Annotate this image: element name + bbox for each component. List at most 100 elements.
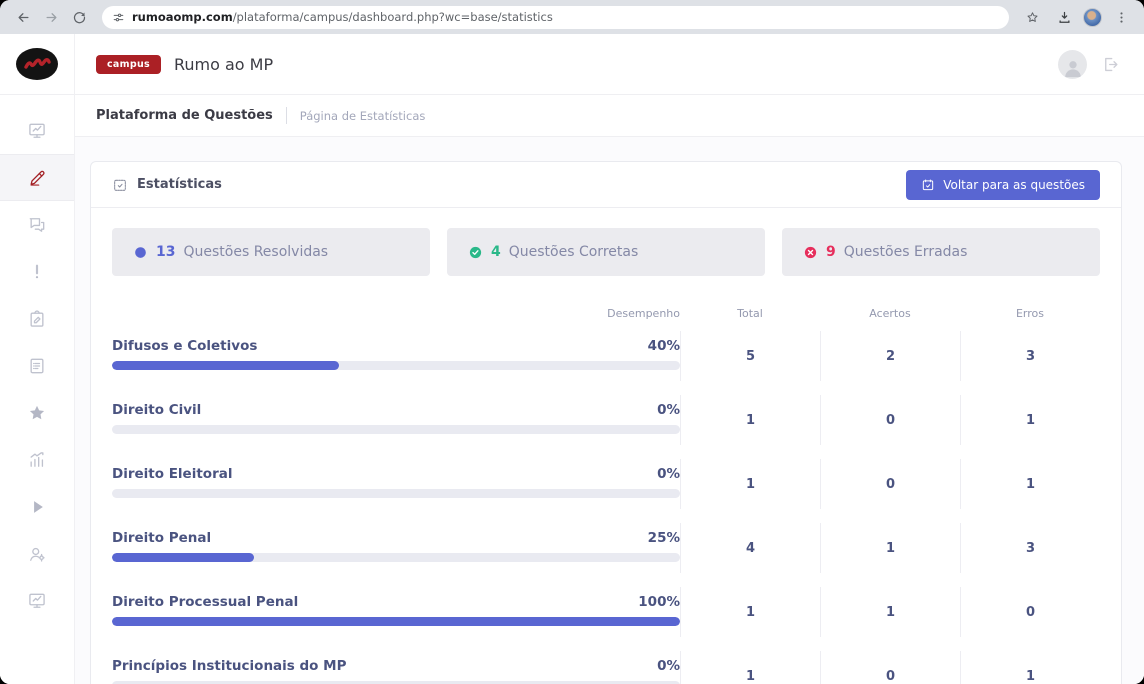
breadcrumb: Plataforma de Questões Página de Estatís…: [75, 95, 1144, 137]
play-icon: [34, 500, 43, 513]
sidebar-item-statistics[interactable]: [0, 436, 74, 483]
acertos-value: 1: [885, 540, 896, 556]
col-desempenho: Desempenho: [607, 307, 680, 320]
acertos-cell: 1: [820, 523, 960, 573]
progress-bar-track: [112, 489, 680, 498]
sidebar-item-notices[interactable]: [0, 248, 74, 295]
resolved-label: Questões Resolvidas: [183, 244, 329, 260]
star-icon: [1027, 11, 1037, 22]
download-button[interactable]: [1051, 4, 1077, 30]
dot-circle-icon: [135, 246, 146, 258]
table-row: Direito Eleitoral 0% 1 0 1: [112, 453, 1100, 517]
subject-block: Direito Eleitoral 0%: [112, 453, 680, 517]
summary-resolved: 13 Questões Resolvidas: [112, 228, 430, 276]
performance-value: 0%: [657, 402, 680, 418]
back-button[interactable]: [10, 4, 36, 30]
card-body: 13 Questões Resolvidas 4 Questões Corret…: [91, 208, 1121, 684]
person-icon: [1064, 60, 1081, 77]
erros-value: 0: [1025, 604, 1036, 620]
erros-value: 3: [1025, 540, 1036, 556]
progress-bar-track: [112, 553, 680, 562]
reload-button[interactable]: [66, 4, 92, 30]
sidebar-item-dashboard[interactable]: [0, 107, 74, 154]
sidebar-item-monitor[interactable]: [0, 577, 74, 624]
erros-cell: 1: [960, 651, 1100, 684]
table-header: Desempenho Total Acertos Erros: [112, 302, 1100, 321]
user-avatar[interactable]: [1058, 49, 1087, 79]
document-list-icon: [30, 358, 44, 373]
subject-name: Princípios Institucionais do MP: [112, 658, 347, 674]
wrong-label: Questões Erradas: [843, 244, 968, 260]
forward-arrow-icon: [46, 12, 56, 22]
erros-cell: 1: [960, 459, 1100, 509]
total-value: 4: [745, 540, 756, 556]
breadcrumb-primary[interactable]: Plataforma de Questões: [96, 108, 273, 123]
table-row: Princípios Institucionais do MP 0% 1 0 1: [112, 645, 1100, 684]
total-cell: 4: [680, 523, 820, 573]
summary-row: 13 Questões Resolvidas 4 Questões Corret…: [112, 228, 1100, 276]
sidebar-item-comments[interactable]: [0, 201, 74, 248]
calendar-check-icon: [114, 179, 126, 191]
stats-table-body: Difusos e Coletivos 40% 5 2 3 Direito Ci…: [112, 325, 1100, 684]
acertos-value: 0: [885, 412, 896, 428]
summary-correct: 4 Questões Corretas: [447, 228, 765, 276]
progress-bar-fill: [112, 617, 680, 626]
browser-toolbar: rumoaomp.com/plataforma/campus/dashboard…: [0, 0, 1144, 34]
sidebar-item-lists[interactable]: [0, 342, 74, 389]
erros-cell: 1: [960, 395, 1100, 445]
total-value: 5: [745, 348, 756, 364]
logout-button[interactable]: [1101, 55, 1120, 74]
sidebar-item-favorites[interactable]: [0, 389, 74, 436]
subject-name: Direito Eleitoral: [112, 466, 233, 482]
performance-value: 100%: [638, 594, 680, 610]
exclamation-icon: [35, 264, 39, 278]
back-to-questions-button[interactable]: Voltar para as questões: [906, 169, 1100, 200]
chat-bubbles-icon: [29, 217, 45, 232]
total-cell: 5: [680, 331, 820, 381]
erros-value: 1: [1025, 412, 1036, 428]
site-settings-icon: [113, 13, 124, 21]
progress-bar-fill: [112, 361, 340, 370]
sidebar-menu: [0, 95, 74, 624]
address-bar[interactable]: rumoaomp.com/plataforma/campus/dashboard…: [102, 5, 1009, 29]
performance-value: 0%: [657, 466, 680, 482]
subject-block: Princípios Institucionais do MP 0%: [112, 645, 680, 684]
browser-menu-button[interactable]: [1108, 4, 1134, 30]
sidebar-item-questions[interactable]: [0, 154, 74, 201]
correct-count: 4: [491, 244, 501, 260]
brand-logo[interactable]: [0, 34, 74, 95]
col-total: Total: [737, 307, 763, 320]
resolved-count: 13: [156, 244, 176, 260]
monitor-chart-icon: [29, 593, 45, 608]
star-filled-icon: [29, 405, 45, 419]
bookmark-button[interactable]: [1019, 4, 1045, 30]
erros-cell: 0: [960, 587, 1100, 637]
total-value: 1: [745, 604, 756, 620]
table-row: Difusos e Coletivos 40% 5 2 3: [112, 325, 1100, 389]
content-area: Estatísticas Voltar para as questões 13: [75, 137, 1144, 684]
browser-profile-avatar[interactable]: [1083, 7, 1102, 27]
back-button-label: Voltar para as questões: [943, 177, 1085, 192]
sidebar-item-account[interactable]: [0, 530, 74, 577]
url-path: /plataforma/campus/dashboard.php?wc=base…: [232, 10, 553, 24]
sidebar-item-exams[interactable]: [0, 295, 74, 342]
acertos-value: 0: [885, 668, 896, 684]
total-cell: 1: [680, 459, 820, 509]
app-shell: campus Rumo ao MP Plataforma de Questões…: [0, 34, 1144, 684]
erros-value: 1: [1025, 668, 1036, 684]
total-value: 1: [745, 668, 756, 684]
summary-wrong: 9 Questões Erradas: [782, 228, 1100, 276]
subject-block: Direito Penal 25%: [112, 517, 680, 581]
url-text: rumoaomp.com/plataforma/campus/dashboard…: [132, 10, 553, 24]
forward-button[interactable]: [38, 4, 64, 30]
subject-name: Direito Penal: [112, 530, 212, 546]
correct-label: Questões Corretas: [508, 244, 639, 260]
acertos-value: 0: [885, 476, 896, 492]
sidebar-item-videos[interactable]: [0, 483, 74, 530]
performance-value: 0%: [657, 658, 680, 674]
erros-value: 1: [1025, 476, 1036, 492]
table-row: Direito Civil 0% 1 0 1: [112, 389, 1100, 453]
total-cell: 1: [680, 587, 820, 637]
acertos-value: 2: [885, 348, 896, 364]
progress-bar-fill: [112, 553, 254, 562]
